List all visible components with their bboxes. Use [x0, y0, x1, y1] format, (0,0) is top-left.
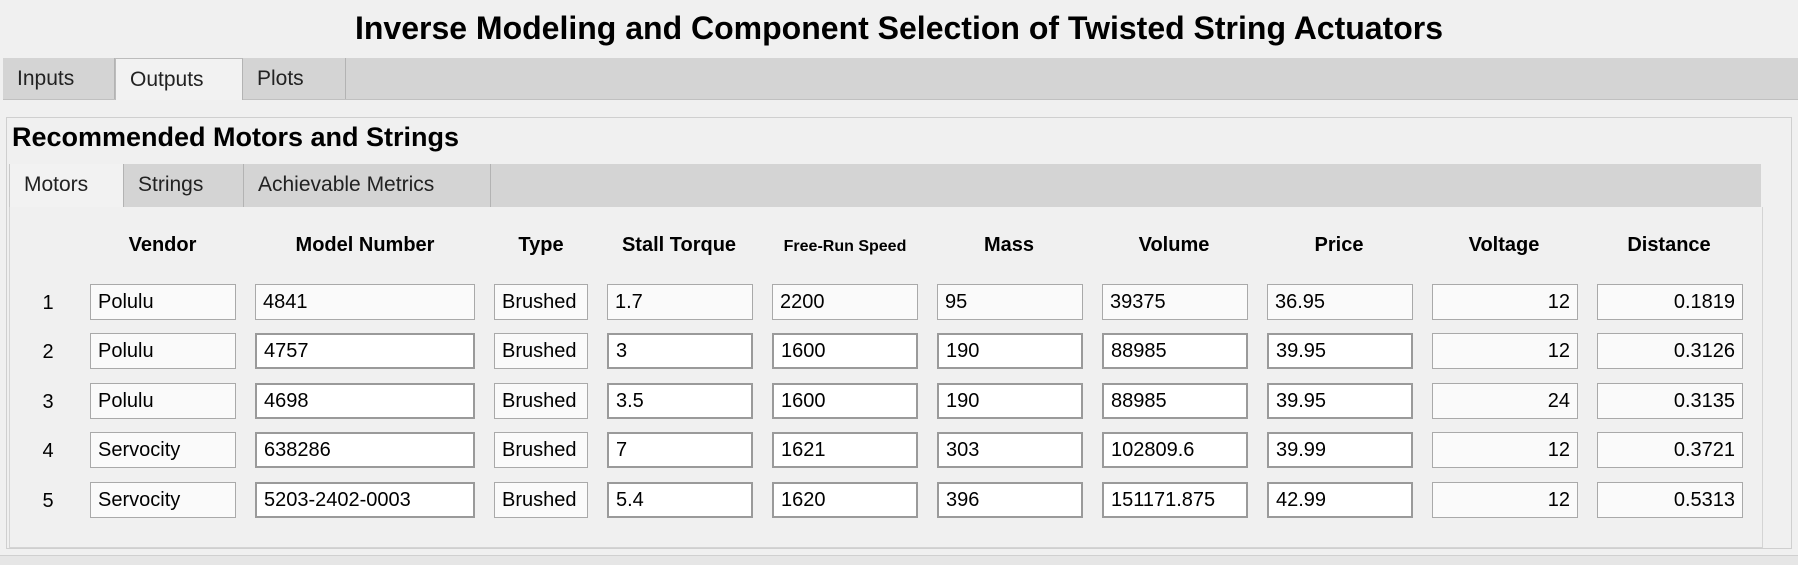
cell-volume[interactable]: 88985	[1102, 383, 1248, 419]
cell-vendor[interactable]: Servocity	[90, 432, 236, 468]
cell-free-run-speed[interactable]: 1600	[772, 383, 918, 419]
cell-free-run-speed[interactable]: 2200	[772, 284, 918, 320]
cell-stall-torque[interactable]: 5.4	[607, 482, 753, 518]
panel-title: Recommended Motors and Strings	[12, 122, 460, 152]
cell-model-number[interactable]: 4757	[255, 333, 475, 369]
tab-outputs[interactable]: Outputs	[115, 58, 243, 100]
cell-stall-torque[interactable]: 3	[607, 333, 753, 369]
cell-type[interactable]: Brushed	[494, 383, 588, 419]
sub-tab-bar: Motors Strings Achievable Metrics	[9, 164, 1761, 207]
cell-free-run-speed[interactable]: 1600	[772, 333, 918, 369]
tab-motors[interactable]: Motors	[9, 164, 124, 207]
tab-achievable-metrics[interactable]: Achievable Metrics	[244, 164, 491, 207]
cell-voltage[interactable]: 24	[1432, 383, 1578, 419]
cell-distance[interactable]: 0.1819	[1597, 284, 1743, 320]
cell-vendor[interactable]: Polulu	[90, 383, 236, 419]
cell-distance[interactable]: 0.3126	[1597, 333, 1743, 369]
cell-voltage[interactable]: 12	[1432, 284, 1578, 320]
cell-model-number[interactable]: 4698	[255, 383, 475, 419]
header-free-run-speed: Free-Run Speed	[783, 238, 907, 255]
main-tab-bar: Inputs Outputs Plots	[3, 58, 1798, 100]
row-index: 1	[42, 292, 54, 314]
cell-price[interactable]: 36.95	[1267, 284, 1413, 320]
cell-mass[interactable]: 396	[937, 482, 1083, 518]
cell-voltage[interactable]: 12	[1432, 333, 1578, 369]
cell-type[interactable]: Brushed	[494, 432, 588, 468]
cell-stall-torque[interactable]: 1.7	[607, 284, 753, 320]
cell-model-number[interactable]: 4841	[255, 284, 475, 320]
header-price: Price	[1314, 234, 1364, 256]
header-stall-torque: Stall Torque	[621, 234, 737, 256]
cell-price[interactable]: 39.95	[1267, 383, 1413, 419]
cell-free-run-speed[interactable]: 1621	[772, 432, 918, 468]
tab-strings[interactable]: Strings	[124, 164, 244, 207]
row-index: 3	[42, 391, 54, 413]
cell-volume[interactable]: 39375	[1102, 284, 1248, 320]
cell-volume[interactable]: 102809.6	[1102, 432, 1248, 468]
cell-voltage[interactable]: 12	[1432, 482, 1578, 518]
row-index: 5	[42, 490, 54, 512]
cell-mass[interactable]: 95	[937, 284, 1083, 320]
header-type: Type	[518, 234, 564, 256]
cell-voltage[interactable]: 12	[1432, 432, 1578, 468]
cell-mass[interactable]: 190	[937, 383, 1083, 419]
cell-model-number[interactable]: 638286	[255, 432, 475, 468]
cell-distance[interactable]: 0.5313	[1597, 482, 1743, 518]
cell-vendor[interactable]: Polulu	[90, 333, 236, 369]
cell-model-number[interactable]: 5203-2402-0003	[255, 482, 475, 518]
cell-stall-torque[interactable]: 7	[607, 432, 753, 468]
header-distance: Distance	[1627, 234, 1711, 256]
cell-type[interactable]: Brushed	[494, 284, 588, 320]
app-title: Inverse Modeling and Component Selection…	[354, 10, 1444, 46]
cell-volume[interactable]: 151171.875	[1102, 482, 1248, 518]
cell-price[interactable]: 39.95	[1267, 333, 1413, 369]
header-mass: Mass	[983, 234, 1035, 256]
cell-vendor[interactable]: Polulu	[90, 284, 236, 320]
cell-price[interactable]: 42.99	[1267, 482, 1413, 518]
cell-distance[interactable]: 0.3721	[1597, 432, 1743, 468]
header-model-number: Model Number	[295, 234, 435, 256]
header-vendor: Vendor	[128, 234, 197, 256]
cell-stall-torque[interactable]: 3.5	[607, 383, 753, 419]
cell-volume[interactable]: 88985	[1102, 333, 1248, 369]
cell-mass[interactable]: 190	[937, 333, 1083, 369]
cell-type[interactable]: Brushed	[494, 333, 588, 369]
cell-free-run-speed[interactable]: 1620	[772, 482, 918, 518]
row-index: 2	[42, 341, 54, 363]
row-index: 4	[42, 440, 54, 462]
cell-vendor[interactable]: Servocity	[90, 482, 236, 518]
header-voltage: Voltage	[1468, 234, 1540, 256]
cell-price[interactable]: 39.99	[1267, 432, 1413, 468]
tab-inputs[interactable]: Inputs	[3, 58, 115, 99]
cell-distance[interactable]: 0.3135	[1597, 383, 1743, 419]
cell-mass[interactable]: 303	[937, 432, 1083, 468]
cell-type[interactable]: Brushed	[494, 482, 588, 518]
bottom-divider	[0, 555, 1798, 565]
header-volume: Volume	[1138, 234, 1210, 256]
tab-plots[interactable]: Plots	[243, 58, 346, 99]
